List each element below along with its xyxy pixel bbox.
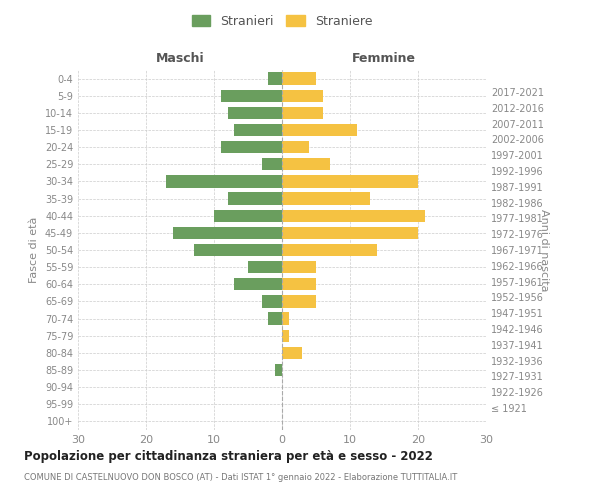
Bar [227, 106, 282, 119]
Bar [268, 72, 282, 85]
Bar [282, 244, 377, 256]
Bar [214, 210, 282, 222]
Text: Popolazione per cittadinanza straniera per età e sesso - 2022: Popolazione per cittadinanza straniera p… [24, 450, 433, 463]
Bar [275, 364, 282, 376]
Bar [282, 261, 316, 274]
Bar [235, 124, 282, 136]
Bar [282, 312, 289, 324]
Text: Maschi: Maschi [155, 52, 205, 65]
Text: COMUNE DI CASTELNUOVO DON BOSCO (AT) - Dati ISTAT 1° gennaio 2022 - Elaborazione: COMUNE DI CASTELNUOVO DON BOSCO (AT) - D… [24, 472, 457, 482]
Bar [173, 226, 282, 239]
Bar [221, 90, 282, 102]
Bar [282, 210, 425, 222]
Bar [282, 124, 357, 136]
Bar [282, 192, 370, 204]
Bar [282, 106, 323, 119]
Text: Femmine: Femmine [352, 52, 416, 65]
Bar [282, 72, 316, 85]
Bar [282, 90, 323, 102]
Bar [268, 312, 282, 324]
Bar [282, 278, 316, 290]
Bar [282, 141, 309, 154]
Bar [282, 346, 302, 359]
Bar [248, 261, 282, 274]
Y-axis label: Anni di nascita: Anni di nascita [539, 209, 550, 291]
Legend: Stranieri, Straniere: Stranieri, Straniere [188, 11, 376, 32]
Bar [282, 158, 329, 170]
Bar [227, 192, 282, 204]
Bar [282, 226, 418, 239]
Y-axis label: Fasce di età: Fasce di età [29, 217, 39, 283]
Bar [282, 176, 418, 188]
Bar [221, 141, 282, 154]
Bar [235, 278, 282, 290]
Bar [262, 296, 282, 308]
Bar [166, 176, 282, 188]
Bar [194, 244, 282, 256]
Bar [262, 158, 282, 170]
Bar [282, 330, 289, 342]
Bar [282, 296, 316, 308]
